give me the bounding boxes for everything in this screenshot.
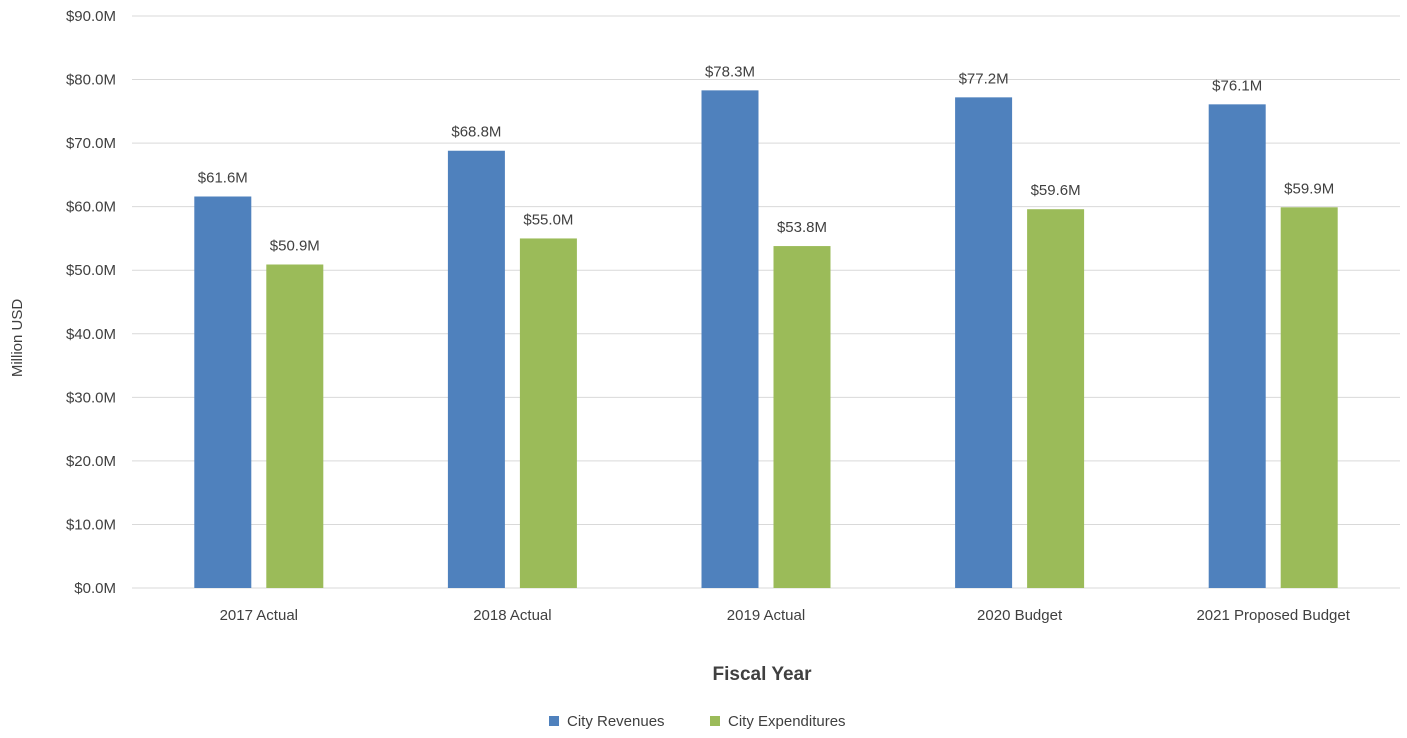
y-tick-label: $70.0M (66, 135, 116, 152)
y-axis-ticks: $0.0M $10.0M $20.0M $30.0M $40.0M $50.0M $60.0… (66, 8, 116, 597)
bars (194, 90, 1338, 589)
y-tick-label: $10.0M (66, 516, 116, 533)
bar-city-revenues-2021-proposed-budget (1208, 104, 1266, 588)
bar-city-expenditures-2021-proposed-budget (1280, 207, 1338, 588)
y-tick-label: $0.0M (74, 580, 116, 597)
legend-swatch-city-revenues (549, 716, 559, 726)
gridlines (132, 15, 1400, 589)
data-label-city-expenditures-2021-proposed-budget: $59.9M (1284, 180, 1334, 197)
data-label-city-expenditures-2020-budget: $59.6M (1031, 182, 1081, 199)
data-labels: $61.6M $50.9M $68.8M $55.0M $78.3M $53.8M $77.… (198, 63, 1334, 254)
legend-swatch-city-expenditures (710, 716, 720, 726)
bar-city-revenues-2020-budget (955, 97, 1013, 589)
bar-city-revenues-2019-actual (701, 90, 759, 589)
y-tick-label: $20.0M (66, 453, 116, 470)
x-category-label: 2021 Proposed Budget (1196, 607, 1350, 624)
x-category-label: 2018 Actual (473, 607, 551, 624)
data-label-city-expenditures-2019-actual: $53.8M (777, 219, 827, 236)
bar-city-expenditures-2020-budget (1027, 209, 1085, 588)
bar-city-expenditures-2019-actual (773, 246, 831, 588)
data-label-city-revenues-2020-budget: $77.2M (959, 70, 1009, 87)
y-tick-label: $60.0M (66, 199, 116, 216)
data-label-city-expenditures-2018-actual: $55.0M (523, 211, 573, 228)
x-category-label: 2017 Actual (220, 607, 298, 624)
data-label-city-revenues-2017-actual: $61.6M (198, 169, 248, 186)
y-tick-label: $40.0M (66, 326, 116, 343)
bar-city-revenues-2018-actual (447, 150, 505, 588)
bar-city-expenditures-2017-actual (266, 264, 324, 588)
y-tick-label: $90.0M (66, 8, 116, 25)
data-label-city-revenues-2019-actual: $78.3M (705, 63, 755, 80)
bar-city-expenditures-2018-actual (519, 238, 577, 588)
data-label-city-expenditures-2017-actual: $50.9M (270, 238, 320, 255)
y-tick-label: $50.0M (66, 262, 116, 279)
y-axis-title: Million USD (9, 299, 26, 378)
bar-city-revenues-2017-actual (194, 196, 252, 588)
x-axis-categories: 2017 Actual 2018 Actual 2019 Actual 2020 Bu… (220, 607, 1351, 624)
x-axis-title: Fiscal Year (713, 664, 813, 685)
data-label-city-revenues-2021-proposed-budget: $76.1M (1212, 77, 1262, 94)
y-tick-label: $80.0M (66, 72, 116, 89)
legend-label-city-expenditures: City Expenditures (728, 713, 846, 730)
legend: City Revenues City Expenditures (549, 713, 846, 730)
x-category-label: 2019 Actual (727, 607, 805, 624)
x-category-label: 2020 Budget (977, 607, 1063, 624)
legend-label-city-revenues: City Revenues (567, 713, 665, 730)
y-tick-label: $30.0M (66, 389, 116, 406)
data-label-city-revenues-2018-actual: $68.8M (451, 124, 501, 141)
